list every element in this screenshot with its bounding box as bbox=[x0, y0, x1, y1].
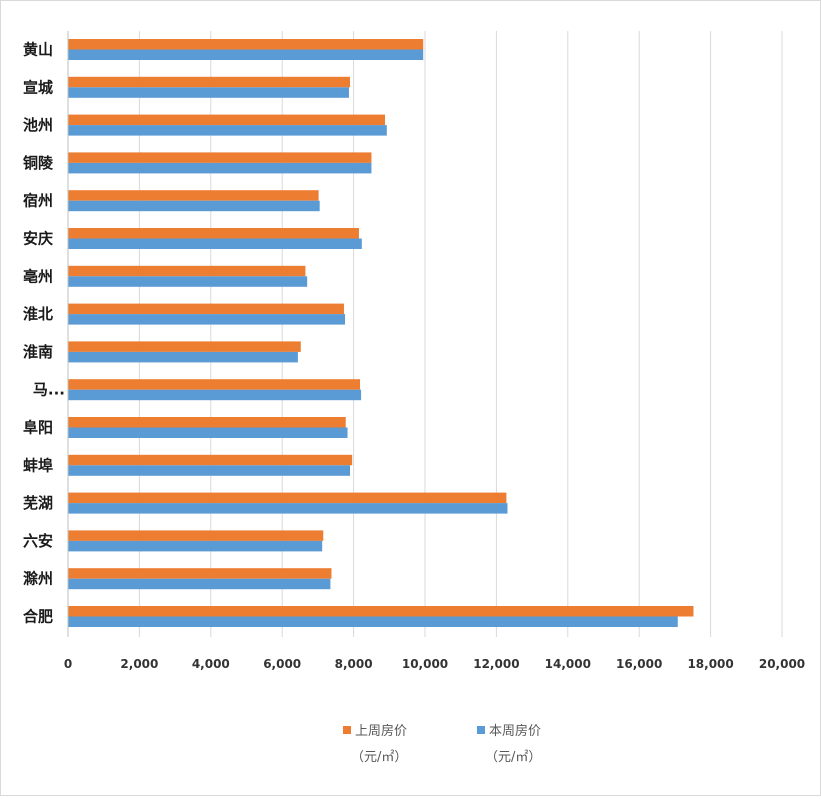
category-label: 宣城 bbox=[23, 78, 53, 96]
bar-last-week bbox=[68, 114, 386, 126]
legend-item-this-week: 本周房价 （元/㎡） bbox=[477, 723, 541, 765]
x-tick-label: 18,000 bbox=[687, 657, 733, 671]
category-label: 淮南 bbox=[23, 343, 53, 361]
bar-last-week bbox=[68, 530, 324, 541]
bar-last-week bbox=[68, 39, 424, 50]
bar-this-week bbox=[68, 578, 331, 590]
bar-this-week bbox=[68, 87, 349, 98]
category-label: 滁州 bbox=[23, 570, 53, 588]
bar-last-week bbox=[68, 303, 344, 315]
category-label: 淮北 bbox=[23, 305, 53, 323]
bar-this-week bbox=[68, 314, 346, 325]
x-tick-label: 0 bbox=[64, 657, 72, 671]
x-tick-label: 12,000 bbox=[473, 657, 519, 671]
bar-this-week bbox=[68, 616, 678, 627]
bar-this-week bbox=[68, 465, 351, 476]
category-label: 合肥 bbox=[22, 608, 53, 626]
legend-series-unit: （元/㎡） bbox=[351, 750, 407, 765]
legend-series-name: 上周房价 bbox=[355, 723, 407, 739]
bar-last-week bbox=[68, 417, 346, 428]
bar-this-week bbox=[68, 200, 320, 212]
bar-this-week bbox=[68, 351, 298, 363]
bar-this-week bbox=[68, 276, 308, 287]
bar-last-week bbox=[68, 492, 507, 504]
x-tick-label: 20,000 bbox=[759, 657, 805, 671]
bar-this-week bbox=[68, 49, 424, 60]
bar-last-week bbox=[68, 190, 319, 201]
category-label: 芜湖 bbox=[23, 494, 53, 512]
bar-last-week bbox=[68, 152, 372, 163]
category-label: 安庆 bbox=[23, 230, 53, 248]
bar-this-week bbox=[68, 503, 508, 514]
category-label: 蚌埠 bbox=[23, 456, 53, 474]
bar-this-week bbox=[68, 125, 387, 136]
x-tick-label: 14,000 bbox=[545, 657, 591, 671]
bar-last-week bbox=[68, 379, 361, 390]
category-label: 亳州 bbox=[23, 267, 53, 285]
category-label: 宿州 bbox=[23, 192, 53, 210]
x-tick-labels: 0 2,000 4,000 6,000 8,000 10,000 12,000 14,000 1… bbox=[64, 657, 805, 671]
bar-this-week bbox=[68, 427, 348, 438]
legend-item-last-week: 上周房价 （元/㎡） bbox=[343, 723, 407, 765]
bar-this-week bbox=[68, 162, 372, 174]
bar-this-week bbox=[68, 540, 323, 552]
legend-swatch bbox=[343, 726, 351, 734]
x-tick-label: 10,000 bbox=[402, 657, 448, 671]
x-tick-label: 2,000 bbox=[120, 657, 158, 671]
bar-last-week bbox=[68, 76, 351, 88]
legend: 上周房价 （元/㎡） 本周房价 （元/㎡） bbox=[343, 723, 541, 765]
bar-last-week bbox=[68, 606, 694, 617]
bar-last-week bbox=[68, 265, 306, 277]
category-label: 池州 bbox=[23, 116, 53, 134]
x-tick-label: 4,000 bbox=[192, 657, 230, 671]
category-label: 马... bbox=[33, 381, 65, 399]
bar-last-week bbox=[68, 568, 332, 579]
bars bbox=[68, 39, 694, 627]
legend-swatch bbox=[477, 726, 485, 734]
legend-series-name: 本周房价 bbox=[489, 723, 541, 739]
category-label: 黄山 bbox=[23, 41, 53, 59]
category-label: 铜陵 bbox=[23, 154, 54, 172]
bar-last-week bbox=[68, 454, 353, 466]
x-tick-label: 6,000 bbox=[263, 657, 301, 671]
legend-series-unit: （元/㎡） bbox=[485, 750, 541, 765]
category-label: 阜阳 bbox=[23, 419, 53, 437]
x-tick-label: 16,000 bbox=[616, 657, 662, 671]
bar-last-week bbox=[68, 228, 359, 239]
x-tick-label: 8,000 bbox=[335, 657, 373, 671]
bar-this-week bbox=[68, 238, 362, 249]
bar-this-week bbox=[68, 389, 362, 401]
bar-last-week bbox=[68, 341, 301, 352]
category-label: 六安 bbox=[23, 532, 53, 550]
